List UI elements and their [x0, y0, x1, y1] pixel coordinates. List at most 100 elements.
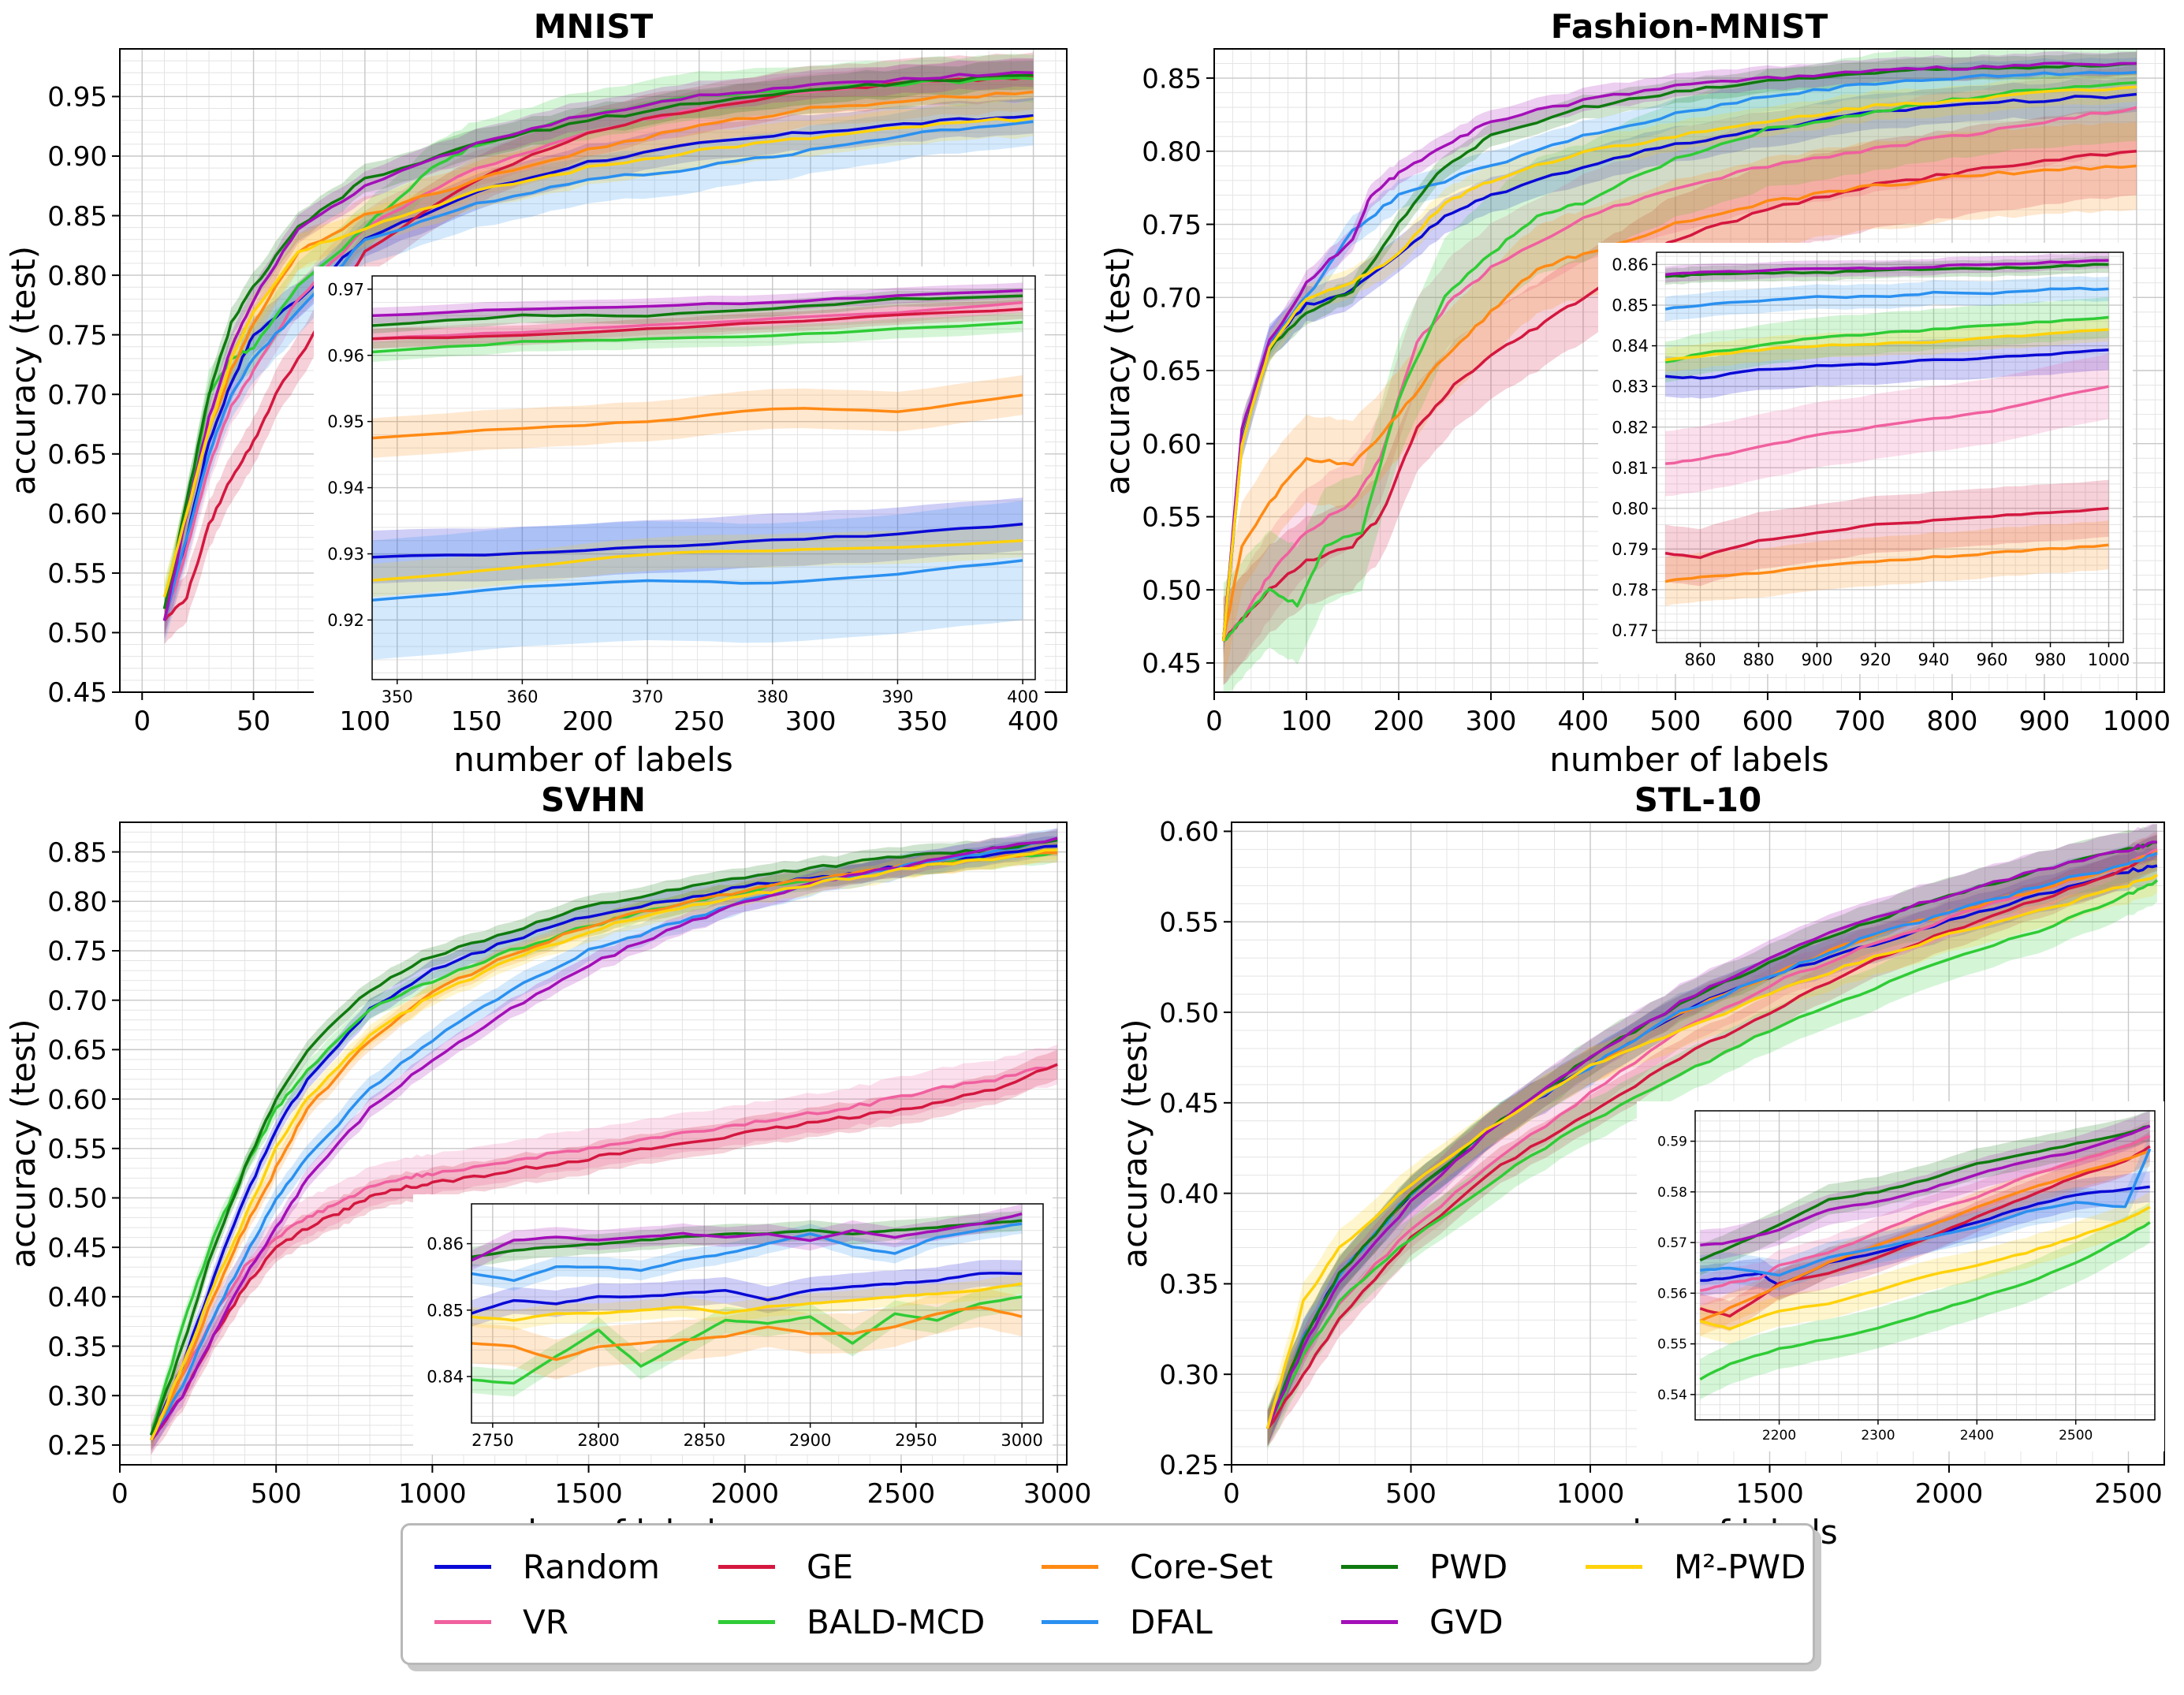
chart-fashion-mnist-inset-line-bald-mcd [1664, 315, 2109, 363]
chart-mnist-inset-x-tick-label: 400 [1007, 687, 1038, 706]
chart-fashion-mnist-x-axis-label: number of labels [1549, 740, 1829, 779]
chart-mnist-band-core-set [164, 73, 1034, 639]
legend-swatch-m2-pwd [1586, 1564, 1642, 1569]
chart-svhn-inset-x-tick-label: 2800 [577, 1431, 619, 1450]
chart-stl-10-inset-line-vr [1699, 1134, 2151, 1292]
chart-svhn-band-ge [151, 1049, 1058, 1455]
chart-svhn-y-tick-label: 0.35 [47, 1332, 107, 1363]
chart-fashion-mnist-x-tick-label: 100 [1281, 706, 1332, 737]
chart-stl-10-inset-band-ge [1700, 1131, 2150, 1332]
chart-fashion-mnist-inset-x-tick-label: 920 [1859, 650, 1891, 669]
chart-fashion-mnist-line-core-set [1221, 164, 2137, 642]
chart-fashion-mnist-y-tick-label: 0.50 [1142, 575, 1202, 606]
chart-svhn-inset-major-grid [471, 1204, 1043, 1423]
chart-mnist-y-tick-label: 0.80 [47, 260, 107, 292]
chart-svhn-inset-band-m2-pwd [471, 1273, 1023, 1331]
chart-fashion-mnist-inset-y-tick-label: 0.85 [1612, 296, 1649, 315]
chart-fashion-mnist-inset-y-tick-label: 0.86 [1612, 255, 1649, 274]
chart-mnist-inset-series-group [372, 282, 1023, 660]
chart-stl-10-inset-line-dfal [1700, 1148, 2152, 1277]
chart-fashion-mnist-y-tick-label: 0.55 [1142, 502, 1202, 534]
chart-mnist-line-m2-pwd [162, 116, 1034, 598]
chart-stl-10-y-axis-label: accuracy (test) [1116, 1019, 1154, 1268]
chart-stl-10-inset-x-tick-label: 2200 [1762, 1428, 1796, 1444]
chart-stl-10-band-m2-pwd [1267, 856, 2157, 1447]
chart-mnist-inset-line-ge [372, 307, 1023, 341]
chart-fashion-mnist-x-tick-label: 200 [1373, 706, 1425, 737]
chart-fashion-mnist-x-tick-label: 300 [1466, 706, 1517, 737]
chart-mnist-y-tick-label: 0.65 [47, 439, 107, 471]
chart-mnist-y-tick-label: 0.55 [47, 558, 107, 590]
chart-fashion-mnist-inset-x-tick-label: 900 [1801, 650, 1832, 669]
chart-mnist-series-group [162, 52, 1034, 645]
chart-svhn-inset-line-dfal [471, 1222, 1023, 1283]
chart-stl-10-inset-band-dfal [1700, 1133, 2150, 1291]
chart-mnist-inset-x-tick-label: 350 [382, 687, 413, 706]
chart-svhn-inset-band-dfal [471, 1213, 1023, 1291]
chart-stl-10-inset-line-pwd [1699, 1124, 2151, 1262]
legend-label-bald-mcd: BALD-MCD [807, 1602, 986, 1641]
chart-svhn-inset-band-gvd [471, 1204, 1023, 1271]
legend-label-core-set: Core-Set [1130, 1547, 1273, 1586]
legend-item-random: Random [434, 1543, 660, 1590]
chart-svhn-inset-x-tick-label: 2950 [895, 1431, 937, 1450]
chart-fashion-mnist-inset-y-tick-label: 0.83 [1612, 378, 1649, 397]
legend-item-core-set: Core-Set [1042, 1543, 1273, 1590]
chart-mnist-inset-band-m2-pwd [372, 523, 1023, 598]
legend-swatch-gvd [1341, 1619, 1398, 1624]
chart-svhn-y-axis-label: accuracy (test) [4, 1019, 43, 1268]
chart-stl-10-inset-x-tick-label: 2400 [1960, 1428, 1994, 1444]
chart-stl-10-inset-line-m2-pwd [1699, 1205, 2151, 1331]
chart-mnist-y-tick-label: 0.50 [47, 618, 107, 650]
chart-svhn-inset-y-tick-label: 0.86 [427, 1235, 464, 1254]
chart-fashion-mnist-y-tick-label: 0.45 [1142, 648, 1202, 680]
chart-mnist-band-vr [164, 58, 1034, 639]
chart-fashion-mnist-y-tick-label: 0.80 [1142, 136, 1202, 168]
chart-svhn-x-tick-label: 2500 [867, 1478, 936, 1510]
chart-stl-10-title: STL-10 [1634, 780, 1762, 819]
chart-mnist-y-tick-label: 0.75 [47, 320, 107, 352]
chart-fashion-mnist-x-tick-label: 700 [1834, 706, 1885, 737]
chart-svhn-y-tick-label: 0.60 [47, 1084, 107, 1116]
chart-fashion-mnist-y-axis-label: accuracy (test) [1098, 246, 1137, 495]
chart-svhn-x-tick-label: 3000 [1023, 1478, 1092, 1510]
chart-fashion-mnist-inset-line-core-set [1664, 543, 2109, 583]
chart-fashion-mnist-inset-y-tick-label: 0.84 [1612, 337, 1649, 356]
legend-swatch-bald-mcd [718, 1619, 775, 1624]
chart-fashion-mnist-line-vr [1222, 106, 2137, 643]
chart-svhn-band-vr [151, 1045, 1058, 1455]
chart-svhn-x-tick-label: 500 [251, 1478, 302, 1510]
chart-svhn-title: SVHN [541, 780, 646, 819]
chart-fashion-mnist-y-tick-label: 0.70 [1142, 283, 1202, 315]
chart-fashion-mnist-title: Fashion-MNIST [1551, 7, 1828, 46]
chart-svhn-inset-y-tick-label: 0.84 [427, 1368, 464, 1387]
chart-fashion-mnist-y-tick-label: 0.75 [1142, 210, 1202, 241]
chart-fashion-mnist-x-tick-label: 1000 [2103, 706, 2171, 737]
chart-mnist-title: MNIST [534, 7, 654, 46]
chart-svhn-inset-x-tick-label: 2850 [684, 1431, 725, 1450]
chart-stl-10-inset-line-bald-mcd [1699, 1220, 2151, 1381]
chart-stl-10-y-tick-label: 0.25 [1159, 1450, 1219, 1481]
legend-swatch-vr [434, 1619, 491, 1624]
chart-mnist-inset-y-tick-label: 0.95 [327, 412, 364, 431]
legend-item-m2-pwd: M²-PWD [1586, 1543, 1806, 1590]
chart-svhn-y-tick-label: 0.45 [47, 1232, 107, 1264]
chart-stl-10-inset-line-core-set [1699, 1149, 2151, 1323]
chart-svhn-y-tick-label: 0.55 [47, 1134, 107, 1165]
chart-svhn-inset-x-tick-label: 2750 [471, 1431, 513, 1450]
chart-svhn-inset-line-core-set [471, 1306, 1023, 1362]
legend-item-dfal: DFAL [1042, 1598, 1213, 1645]
legend-label-vr: VR [523, 1602, 568, 1641]
chart-stl-10-inset-y-tick-label: 0.54 [1657, 1388, 1687, 1403]
chart-svhn-y-tick-label: 0.50 [47, 1183, 107, 1215]
chart-svhn-x-tick-label: 2000 [710, 1478, 779, 1510]
chart-fashion-mnist-inset-line-m2-pwd [1664, 328, 2109, 362]
chart-svhn-y-tick-label: 0.75 [47, 936, 107, 967]
chart-mnist-line-dfal [162, 120, 1034, 621]
chart-stl-10-y-tick-label: 0.30 [1159, 1359, 1219, 1391]
chart-mnist-y-tick-label: 0.90 [47, 141, 107, 173]
chart-fashion-mnist-inset-x-tick-label: 1000 [2088, 650, 2130, 669]
legend-swatch-random [434, 1564, 491, 1569]
chart-fashion-mnist-line-m2-pwd [1221, 85, 2137, 642]
